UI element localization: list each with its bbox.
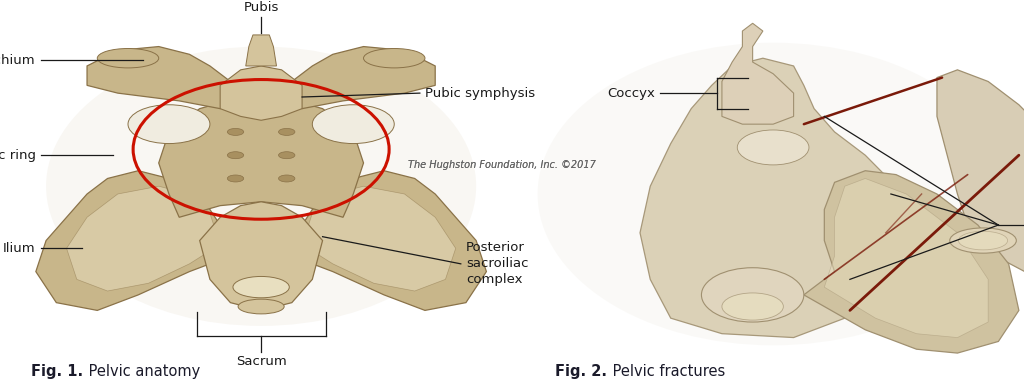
Ellipse shape (722, 293, 783, 320)
Ellipse shape (279, 128, 295, 135)
Polygon shape (67, 186, 220, 291)
Ellipse shape (279, 175, 295, 182)
Text: Pubis: Pubis (244, 1, 279, 14)
Ellipse shape (97, 48, 159, 68)
Text: Fig. 1.: Fig. 1. (31, 364, 83, 379)
Text: Pubic symphysis: Pubic symphysis (425, 87, 536, 100)
Text: Pelvic fractures: Pelvic fractures (608, 364, 726, 379)
Polygon shape (640, 58, 906, 338)
Text: The Hughston Foundation, Inc. ©2017: The Hughston Foundation, Inc. ©2017 (408, 160, 596, 170)
Ellipse shape (227, 152, 244, 159)
Polygon shape (804, 171, 1019, 353)
Ellipse shape (128, 105, 210, 144)
Ellipse shape (364, 48, 425, 68)
Ellipse shape (312, 105, 394, 144)
Polygon shape (282, 47, 435, 109)
Text: Pelvic anatomy: Pelvic anatomy (84, 364, 201, 379)
Ellipse shape (279, 152, 295, 159)
Ellipse shape (46, 47, 476, 326)
Polygon shape (87, 47, 241, 109)
Ellipse shape (701, 268, 804, 322)
Text: Pelvic ring: Pelvic ring (0, 149, 36, 162)
Text: The Hughston Foundation, Inc. ©2017: The Hughston Foundation, Inc. ©2017 (408, 160, 596, 170)
Ellipse shape (238, 299, 285, 314)
Polygon shape (824, 178, 988, 338)
Ellipse shape (233, 276, 290, 298)
Polygon shape (220, 66, 302, 120)
Ellipse shape (227, 128, 244, 135)
Text: Posterior
sacroiliac
complex: Posterior sacroiliac complex (466, 241, 528, 286)
Ellipse shape (538, 43, 1009, 345)
Text: Fig. 2.: Fig. 2. (555, 364, 607, 379)
Polygon shape (292, 171, 486, 310)
Text: Coccyx: Coccyx (607, 87, 655, 100)
Ellipse shape (958, 231, 1008, 250)
Text: Ilium: Ilium (3, 242, 36, 255)
Ellipse shape (737, 130, 809, 165)
Text: Ischium: Ischium (0, 54, 36, 67)
Text: Sacrum: Sacrum (236, 355, 287, 368)
Polygon shape (246, 35, 276, 66)
Polygon shape (302, 186, 456, 291)
Polygon shape (159, 97, 364, 217)
Polygon shape (937, 70, 1024, 303)
Polygon shape (722, 23, 794, 124)
Polygon shape (200, 202, 323, 310)
Ellipse shape (950, 228, 1016, 253)
Polygon shape (36, 171, 230, 310)
Ellipse shape (227, 175, 244, 182)
